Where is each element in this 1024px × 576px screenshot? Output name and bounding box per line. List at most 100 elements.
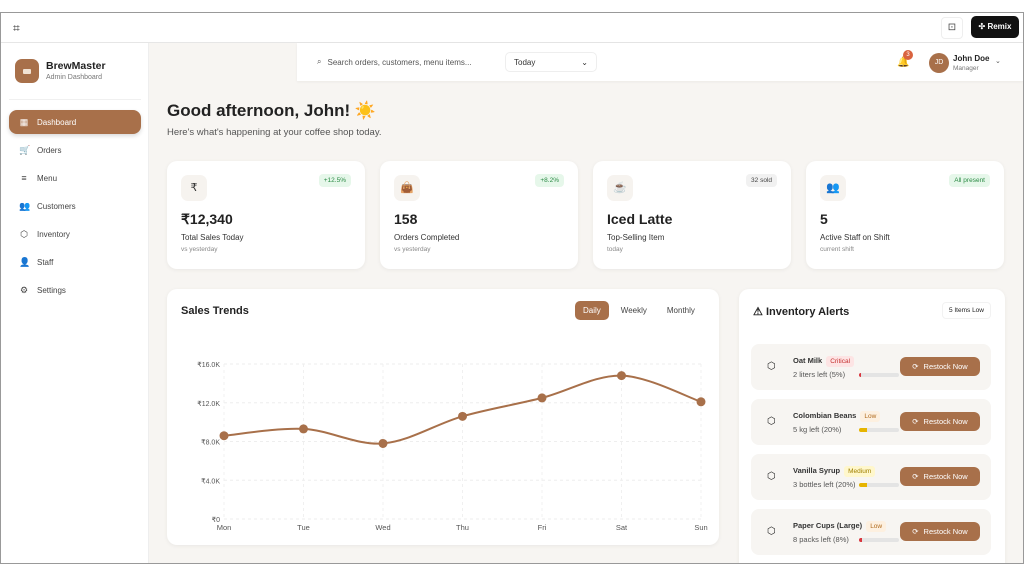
tab-weekly[interactable]: Weekly <box>620 306 647 315</box>
item-name: Vanilla Syrup <box>793 466 841 475</box>
sidebar: BrewMaster Admin Dashboard ▦ Dashboard 🛒 Or… <box>1 43 149 563</box>
stat-badge: 32 sold <box>746 174 777 187</box>
sales-line <box>223 374 702 445</box>
level-badge: Low <box>866 521 887 532</box>
data-point[interactable] <box>617 371 626 381</box>
tab-daily[interactable]: Daily <box>575 301 609 320</box>
x-tick-label: Fri <box>538 523 547 532</box>
box-icon: ⬡ <box>20 228 28 239</box>
item-name: Colombian Beans <box>793 411 857 420</box>
sidebar-item-settings[interactable]: ⚙ Settings <box>9 278 141 302</box>
restock-button[interactable]: ⟳ Restock Now <box>900 412 980 431</box>
page-title: Good afternoon, John! ☀️ <box>167 101 377 120</box>
data-point[interactable] <box>378 438 388 448</box>
inventory-title-text: Inventory Alerts <box>765 306 850 318</box>
brand-subtitle: Admin Dashboard <box>46 74 103 81</box>
stat-badge: All present <box>949 174 990 187</box>
item-quantity: 3 bottles left (20%) <box>793 480 856 489</box>
y-tick-label: ₹16.0K <box>197 361 220 369</box>
sidebar-item-customers[interactable]: 👥 Customers <box>9 194 141 218</box>
x-tick-label: Thu <box>456 523 469 532</box>
stat-label: Total Sales Today <box>181 233 244 242</box>
item-name: Oat Milk <box>793 356 823 365</box>
box-icon: ⬡ <box>767 416 776 427</box>
sidebar-item-label: Inventory <box>37 229 70 239</box>
data-point[interactable] <box>537 393 547 403</box>
stat-value: ₹12,340 <box>181 211 233 227</box>
stat-value: 5 <box>820 211 828 227</box>
level-badge: Critical <box>826 356 855 367</box>
tab-monthly[interactable]: Monthly <box>666 306 695 315</box>
inventory-item: ⬡ Vanilla Syrup Medium 3 bottles left (20… <box>751 454 991 500</box>
sidebar-item-staff[interactable]: 👤 Staff <box>9 250 141 274</box>
sidebar-item-inventory[interactable]: ⬡ Inventory <box>9 222 141 246</box>
refresh-icon: ⟳ <box>912 362 919 371</box>
search-icon: ⌕ <box>317 57 322 66</box>
item-quantity: 8 packs left (8%) <box>793 535 849 544</box>
stock-progress-bar <box>859 373 899 377</box>
inventory-item: ⬡ Paper Cups (Large) Low 8 packs left (8%… <box>751 509 991 555</box>
restock-label: Restock Now <box>923 527 968 536</box>
app-frame: ⌗ ⊡ ✣ Remix BrewMaster Admin Dashboard ▦… <box>0 12 1024 564</box>
remix-label: Remix <box>987 22 1012 31</box>
data-point[interactable] <box>458 411 467 421</box>
sidebar-item-orders[interactable]: 🛒 Orders <box>9 138 141 162</box>
inventory-item: ⬡ Oat Milk Critical 2 liters left (5%) ⟳ R… <box>751 344 991 390</box>
sidebar-item-dashboard[interactable]: ▦ Dashboard <box>9 110 141 134</box>
date-filter-value: Today <box>514 57 536 67</box>
level-badge: Low <box>860 411 881 422</box>
divider <box>9 99 141 100</box>
restock-button[interactable]: ⟳ Restock Now <box>900 522 980 541</box>
bell-icon[interactable]: 🔔 <box>897 57 910 68</box>
box-icon: ⬡ <box>767 471 776 482</box>
user-check-icon: 👤 <box>19 256 31 267</box>
grid-icon: ▦ <box>19 116 29 127</box>
stat-sub: vs yesterday <box>394 246 431 253</box>
comment-icon[interactable]: ⊡ <box>941 17 963 39</box>
chevron-down-icon: ⌄ <box>581 57 588 67</box>
stat-value: Iced Latte <box>607 211 673 227</box>
sidebar-item-menu[interactable]: ≡ Menu <box>9 166 141 190</box>
data-point[interactable] <box>696 397 706 407</box>
stat-card: ☕ 32 sold Iced Latte Top-Selling Item to… <box>593 161 791 269</box>
y-tick-label: ₹0 <box>212 516 220 524</box>
search-input[interactable]: ⌕ Search orders, customers, menu items... <box>309 52 489 72</box>
sidebar-item-label: Staff <box>37 257 54 267</box>
stat-label: Top-Selling Item <box>607 233 665 242</box>
item-quantity: 2 liters left (5%) <box>793 370 846 379</box>
header: ⌕ Search orders, customers, menu items...… <box>297 43 1023 81</box>
x-tick-label: Wed <box>375 523 390 532</box>
user-name[interactable]: John Doe <box>953 54 990 63</box>
x-tick-label: Mon <box>217 523 232 532</box>
brand-logo <box>15 59 39 83</box>
refresh-icon: ⟳ <box>912 472 919 481</box>
box-icon: ⬡ <box>767 361 776 372</box>
sales-trends-panel: Sales Trends Daily Weekly Monthly ₹0 ₹4.0K ₹… <box>167 289 719 545</box>
users-icon: 👥 <box>19 200 31 211</box>
restock-button[interactable]: ⟳ Restock Now <box>900 357 980 376</box>
stat-sub: current shift <box>820 246 854 253</box>
stat-card: 👥 All present 5 Active Staff on Shift cu… <box>806 161 1004 269</box>
data-point[interactable] <box>219 431 229 441</box>
remix-button[interactable]: ✣ Remix <box>971 16 1019 38</box>
stock-progress-bar <box>859 428 899 432</box>
stat-sub: today <box>607 246 623 253</box>
restock-label: Restock Now <box>923 417 968 426</box>
notification-badge: 3 <box>903 50 913 60</box>
sidebar-item-label: Orders <box>37 145 62 155</box>
chevron-down-icon[interactable]: ⌄ <box>995 58 1001 65</box>
restock-button[interactable]: ⟳ Restock Now <box>900 467 980 486</box>
x-tick-label: Sat <box>616 523 628 532</box>
figma-icon[interactable]: ⌗ <box>13 21 20 35</box>
item-name: Paper Cups (Large) <box>793 521 863 530</box>
restock-label: Restock Now <box>923 362 968 371</box>
data-point[interactable] <box>299 424 308 434</box>
y-tick-label: ₹4.0K <box>201 477 220 485</box>
stat-label: Active Staff on Shift <box>820 233 890 242</box>
y-tick-label: ₹12.0K <box>197 400 220 408</box>
stock-progress-bar <box>859 538 899 542</box>
sales-line-chart: ₹0 ₹4.0K ₹8.0K ₹12.0K ₹16.0K Mon Tue Wed Thu Fri S… <box>197 361 707 532</box>
avatar[interactable]: JD <box>929 53 949 73</box>
level-badge: Medium <box>844 466 876 477</box>
date-filter-select[interactable]: Today ⌄ <box>505 52 597 72</box>
